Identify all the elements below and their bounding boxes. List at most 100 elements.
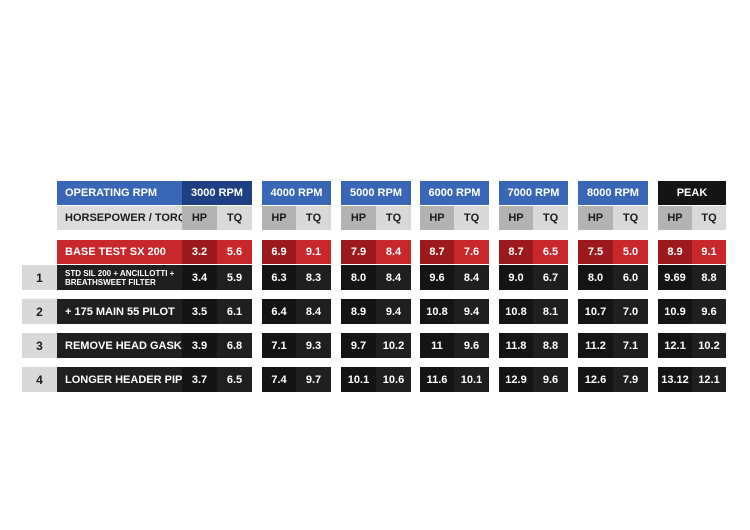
row-1-tq-6: 8.8 — [692, 265, 726, 290]
row-2-tq-3: 9.4 — [454, 299, 489, 324]
base-hp-5: 7.5 — [578, 240, 613, 264]
hp-header-4: HP — [499, 206, 533, 230]
column-header-4: 7000 RPM — [499, 181, 568, 205]
row-2-hp-6: 10.9 — [658, 299, 692, 324]
row-4-tq-4: 9.6 — [533, 367, 568, 392]
row-3-tq-1: 9.3 — [296, 333, 331, 358]
row-1-tq-0: 5.9 — [217, 265, 252, 290]
row-2-tq-5: 7.0 — [613, 299, 648, 324]
row-1-hp-1: 6.3 — [262, 265, 296, 290]
row-4-tq-3: 10.1 — [454, 367, 489, 392]
base-hp-2: 7.9 — [341, 240, 376, 264]
row-2-hp-0: 3.5 — [182, 299, 217, 324]
tq-header-1: TQ — [296, 206, 331, 230]
hp-tq-label: HORSEPOWER / TORQUE — [57, 206, 202, 230]
hp-header-5: HP — [578, 206, 613, 230]
row-3-hp-5: 11.2 — [578, 333, 613, 358]
row-3-hp-1: 7.1 — [262, 333, 296, 358]
base-tq-3: 7.6 — [454, 240, 489, 264]
row-2-tq-4: 8.1 — [533, 299, 568, 324]
base-tq-1: 9.1 — [296, 240, 331, 264]
row-4-tq-6: 12.1 — [692, 367, 726, 392]
column-header-6: PEAK — [658, 181, 726, 205]
row-number-2: 2 — [22, 299, 57, 324]
row-3-hp-6: 12.1 — [658, 333, 692, 358]
row-2-hp-3: 10.8 — [420, 299, 454, 324]
row-3-hp-3: 11 — [420, 333, 454, 358]
operating-rpm-label: OPERATING RPM — [57, 181, 182, 205]
row-4-tq-1: 9.7 — [296, 367, 331, 392]
row-3-tq-3: 9.6 — [454, 333, 489, 358]
hp-header-6: HP — [658, 206, 692, 230]
row-3-tq-2: 10.2 — [376, 333, 411, 358]
row-1-hp-0: 3.4 — [182, 265, 217, 290]
row-1-hp-3: 9.6 — [420, 265, 454, 290]
row-label-2: + 175 MAIN 55 PILOT — [57, 299, 182, 324]
column-header-0: 3000 RPM — [182, 181, 252, 205]
row-3-hp-2: 9.7 — [341, 333, 376, 358]
row-4-hp-0: 3.7 — [182, 367, 217, 392]
row-4-tq-5: 7.9 — [613, 367, 648, 392]
hp-header-3: HP — [420, 206, 454, 230]
row-2-hp-1: 6.4 — [262, 299, 296, 324]
hp-header-2: HP — [341, 206, 376, 230]
row-2-hp-2: 8.9 — [341, 299, 376, 324]
hp-header-0: HP — [182, 206, 217, 230]
base-hp-0: 3.2 — [182, 240, 217, 264]
row-2-hp-5: 10.7 — [578, 299, 613, 324]
hp-header-1: HP — [262, 206, 296, 230]
base-hp-4: 8.7 — [499, 240, 533, 264]
row-3-tq-0: 6.8 — [217, 333, 252, 358]
row-1-hp-6: 9.69 — [658, 265, 692, 290]
row-4-hp-4: 12.9 — [499, 367, 533, 392]
base-tq-5: 5.0 — [613, 240, 648, 264]
tq-header-4: TQ — [533, 206, 568, 230]
base-hp-6: 8.9 — [658, 240, 692, 264]
row-number-1: 1 — [22, 265, 57, 290]
row-3-hp-4: 11.8 — [499, 333, 533, 358]
row-2-tq-1: 8.4 — [296, 299, 331, 324]
row-3-hp-0: 3.9 — [182, 333, 217, 358]
row-1-hp-4: 9.0 — [499, 265, 533, 290]
row-3-tq-6: 10.2 — [692, 333, 726, 358]
row-1-tq-4: 6.7 — [533, 265, 568, 290]
row-1-tq-5: 6.0 — [613, 265, 648, 290]
column-header-5: 8000 RPM — [578, 181, 648, 205]
row-label-3: REMOVE HEAD GASKET — [57, 333, 196, 358]
base-tq-2: 8.4 — [376, 240, 411, 264]
tq-header-5: TQ — [613, 206, 648, 230]
row-label-1: STD SIL 200 + ANCILLOTTI + BREATHSWEET F… — [57, 265, 182, 290]
column-header-1: 4000 RPM — [262, 181, 331, 205]
row-number-4: 4 — [22, 367, 57, 392]
base-hp-1: 6.9 — [262, 240, 296, 264]
row-number-3: 3 — [22, 333, 57, 358]
row-4-tq-0: 6.5 — [217, 367, 252, 392]
tq-header-2: TQ — [376, 206, 411, 230]
row-4-hp-2: 10.1 — [341, 367, 376, 392]
row-2-tq-2: 9.4 — [376, 299, 411, 324]
row-3-tq-4: 8.8 — [533, 333, 568, 358]
column-header-2: 5000 RPM — [341, 181, 411, 205]
row-4-tq-2: 10.6 — [376, 367, 411, 392]
base-tq-6: 9.1 — [692, 240, 726, 264]
row-4-hp-1: 7.4 — [262, 367, 296, 392]
row-1-tq-2: 8.4 — [376, 265, 411, 290]
row-4-hp-6: 13.12 — [658, 367, 692, 392]
row-1-hp-2: 8.0 — [341, 265, 376, 290]
tq-header-0: TQ — [217, 206, 252, 230]
base-tq-0: 5.6 — [217, 240, 252, 264]
base-test-label: BASE TEST SX 200 — [57, 240, 182, 264]
column-header-3: 6000 RPM — [420, 181, 489, 205]
row-4-hp-3: 11.6 — [420, 367, 454, 392]
base-hp-3: 8.7 — [420, 240, 454, 264]
row-1-hp-5: 8.0 — [578, 265, 613, 290]
row-2-tq-6: 9.6 — [692, 299, 726, 324]
row-4-hp-5: 12.6 — [578, 367, 613, 392]
tq-header-6: TQ — [692, 206, 726, 230]
row-1-tq-1: 8.3 — [296, 265, 331, 290]
row-2-tq-0: 6.1 — [217, 299, 252, 324]
row-2-hp-4: 10.8 — [499, 299, 533, 324]
row-3-tq-5: 7.1 — [613, 333, 648, 358]
row-label-4: LONGER HEADER PIPE — [57, 367, 190, 392]
